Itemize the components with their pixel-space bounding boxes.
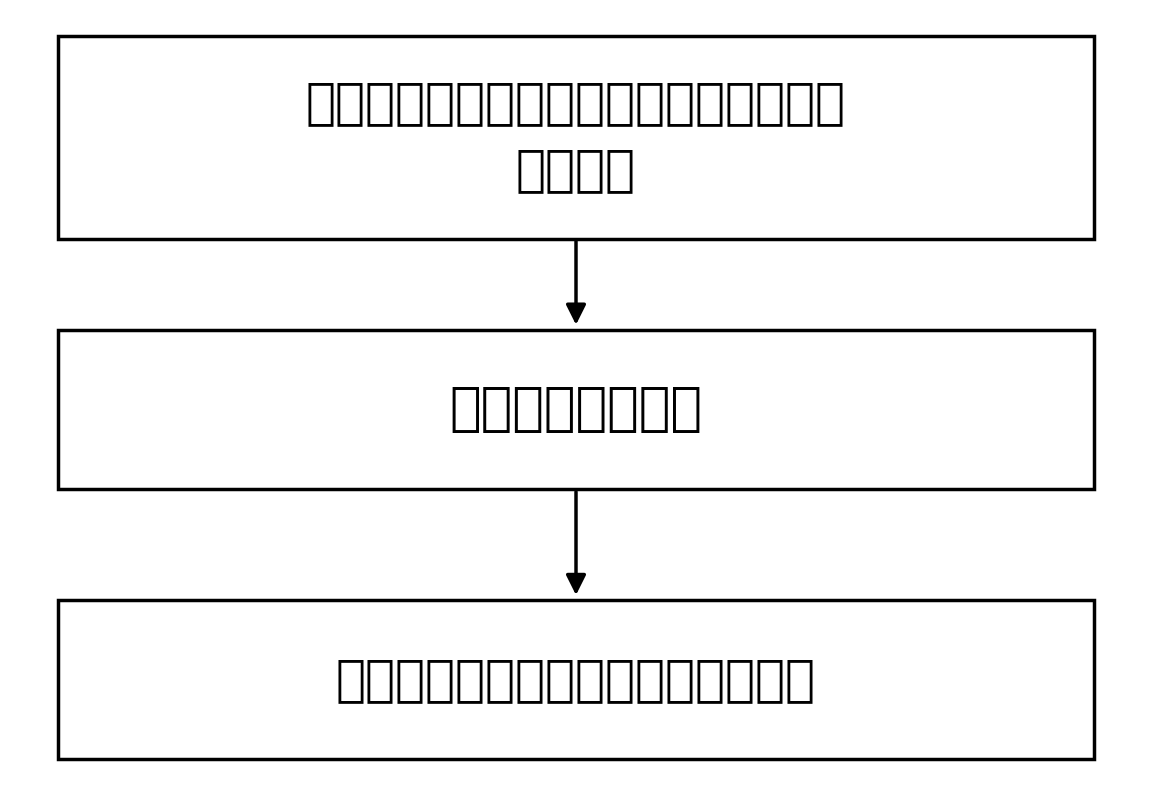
FancyBboxPatch shape [58, 36, 1094, 238]
Text: 设置链路的权重值: 设置链路的权重值 [449, 383, 703, 436]
FancyBboxPatch shape [58, 600, 1094, 759]
Text: 根据权重值和链路健康状况转发报文: 根据权重值和链路健康状况转发报文 [336, 656, 816, 704]
FancyBboxPatch shape [58, 330, 1094, 489]
Text: 网络隔离装置的策略配置与阵列网关转发
规则配置: 网络隔离装置的策略配置与阵列网关转发 规则配置 [306, 80, 846, 195]
